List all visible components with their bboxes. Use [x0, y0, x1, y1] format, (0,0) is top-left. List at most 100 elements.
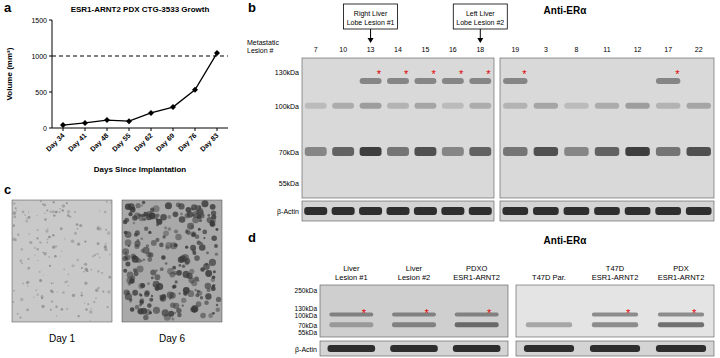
organoid	[216, 304, 218, 306]
organoid	[39, 241, 41, 243]
organoid	[37, 294, 39, 296]
organoid	[62, 204, 66, 208]
organoid	[84, 263, 87, 266]
organoid	[191, 225, 194, 228]
organoid	[34, 247, 36, 249]
organoid	[175, 273, 177, 275]
organoid	[213, 270, 216, 273]
organoid	[151, 295, 153, 297]
band	[595, 103, 619, 109]
organoid	[134, 233, 138, 237]
organoid	[182, 304, 184, 306]
organoid	[26, 309, 29, 312]
organoid	[199, 244, 206, 251]
organoid	[160, 295, 167, 302]
asterisk: *	[377, 68, 382, 80]
organoid	[74, 211, 76, 213]
x-tick-label: Day 55	[111, 132, 133, 154]
actin-membrane	[302, 201, 494, 221]
panel-label: d	[248, 230, 256, 245]
organoid	[81, 267, 83, 269]
asterisk: *	[522, 68, 527, 80]
y-tick	[49, 56, 52, 57]
band	[564, 147, 588, 156]
organoid	[155, 286, 160, 291]
organoid	[161, 255, 166, 260]
organoid	[214, 244, 218, 248]
micrograph	[12, 200, 112, 322]
organoid	[20, 248, 23, 251]
organoid	[83, 271, 85, 273]
lane-label: 10	[339, 46, 347, 53]
organoid	[185, 246, 188, 249]
organoid	[44, 218, 47, 221]
band	[455, 322, 499, 327]
organoid	[17, 313, 19, 315]
organoid	[175, 234, 181, 240]
organoid	[52, 234, 55, 237]
band	[658, 312, 704, 316]
organoid	[26, 218, 27, 219]
actin-band	[390, 345, 438, 352]
organoid	[155, 213, 159, 217]
organoid	[52, 201, 54, 203]
organoid	[192, 251, 196, 255]
organoid	[124, 218, 129, 223]
organoid	[27, 267, 30, 270]
asterisk: *	[404, 68, 409, 80]
lane-label: 7	[314, 46, 318, 53]
organoid	[209, 259, 216, 266]
lane-label: 8	[574, 46, 578, 53]
organoid	[54, 255, 57, 258]
organoid	[170, 303, 175, 308]
band	[526, 322, 572, 327]
organoid	[130, 307, 134, 311]
text-line: PDXO	[466, 264, 487, 273]
organoid	[104, 248, 107, 251]
organoid	[94, 254, 96, 256]
organoid	[40, 200, 42, 202]
organoid	[56, 315, 57, 316]
actin-band	[590, 345, 640, 352]
asterisk: *	[432, 68, 437, 80]
band	[387, 147, 409, 156]
blot-membrane	[302, 58, 494, 198]
organoid	[211, 277, 215, 281]
organoid	[164, 314, 171, 321]
organoid	[22, 211, 25, 214]
organoid	[142, 201, 146, 205]
organoid	[175, 280, 178, 283]
organoid	[12, 237, 15, 240]
organoid	[84, 303, 86, 305]
band	[658, 322, 704, 327]
band	[592, 312, 638, 316]
organoid	[36, 237, 38, 239]
organoid	[98, 287, 100, 289]
organoid	[179, 264, 182, 267]
lane-label: 19	[511, 46, 519, 53]
organoid	[215, 252, 218, 255]
blot-membrane	[500, 58, 714, 198]
mw-marker: 70kDa	[279, 149, 299, 156]
organoid	[139, 300, 143, 304]
band	[564, 103, 588, 109]
organoid	[43, 203, 46, 206]
organoid	[36, 248, 38, 250]
organoid	[135, 305, 140, 310]
organoid	[139, 293, 142, 296]
text-line: Lobe Lesion #2	[456, 19, 504, 26]
organoid	[213, 284, 216, 287]
organoid	[28, 211, 29, 212]
band	[469, 147, 491, 156]
organoid	[37, 260, 38, 261]
organoid	[181, 298, 186, 303]
panel-label: a	[4, 0, 12, 15]
actin-band	[332, 207, 355, 215]
organoid	[84, 240, 86, 242]
organoid	[212, 312, 215, 315]
organoid	[200, 296, 203, 299]
actin-band	[533, 207, 559, 215]
organoid	[101, 272, 103, 274]
organoid	[43, 252, 46, 255]
organoid	[59, 208, 61, 210]
